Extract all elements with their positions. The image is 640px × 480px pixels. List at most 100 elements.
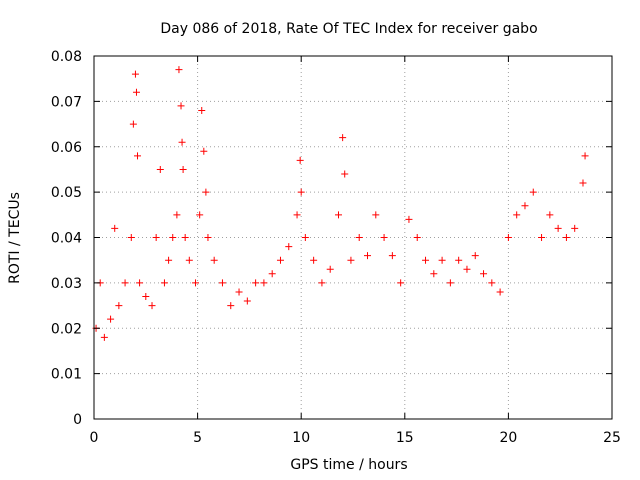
x-tick-label: 10 xyxy=(292,430,310,446)
data-point xyxy=(334,211,342,219)
data-point xyxy=(488,279,496,287)
data-point xyxy=(285,243,293,251)
data-point xyxy=(142,292,150,300)
data-point xyxy=(301,234,309,241)
y-tick-label: 0.03 xyxy=(51,276,82,292)
x-tick-label: 5 xyxy=(193,430,202,446)
data-point xyxy=(136,279,144,287)
data-point xyxy=(177,102,185,110)
data-point xyxy=(134,152,142,160)
y-tick-label: 0.08 xyxy=(51,49,82,65)
data-point xyxy=(218,279,226,287)
x-axis-label: GPS time / hours xyxy=(290,457,407,473)
data-point xyxy=(388,252,396,260)
data-point xyxy=(178,138,186,146)
data-point xyxy=(210,256,218,264)
y-tick-label: 0 xyxy=(73,412,82,428)
x-tick-label: 25 xyxy=(603,430,621,446)
data-point xyxy=(405,215,413,223)
data-point xyxy=(529,188,537,196)
data-point xyxy=(165,256,173,264)
chart-series-roti xyxy=(92,66,589,341)
data-point xyxy=(438,256,446,264)
y-tick-label: 0.04 xyxy=(51,231,82,247)
data-point xyxy=(107,315,115,323)
data-point xyxy=(198,106,206,114)
data-point xyxy=(169,234,177,241)
data-point xyxy=(546,211,554,219)
y-tick-label: 0.01 xyxy=(51,367,82,383)
chart-ticks: 0 5 10 15 20 25 0 0.01 0.02 0.03 0.04 0.05 0.06 0.07 0… xyxy=(51,49,621,446)
data-point xyxy=(148,302,156,310)
data-point xyxy=(372,211,380,219)
chart-grid xyxy=(94,56,612,419)
data-point xyxy=(504,234,512,241)
data-point xyxy=(380,234,388,241)
data-point xyxy=(463,265,471,273)
data-point xyxy=(562,234,570,241)
data-point xyxy=(446,279,454,287)
y-axis-label: ROTI / TECUs xyxy=(7,192,23,284)
data-point xyxy=(297,188,305,196)
x-tick-label: 20 xyxy=(499,430,517,446)
y-tick-label: 0.02 xyxy=(51,321,82,337)
data-point xyxy=(513,211,521,219)
data-point xyxy=(204,234,212,241)
data-point xyxy=(471,252,479,260)
data-point xyxy=(296,156,304,164)
data-point xyxy=(185,256,193,264)
data-point xyxy=(152,234,160,241)
data-point xyxy=(227,302,235,310)
data-point xyxy=(571,224,579,232)
data-point xyxy=(100,333,108,341)
data-point xyxy=(397,279,405,287)
data-point xyxy=(521,202,529,210)
data-point xyxy=(422,256,430,264)
data-point xyxy=(129,120,137,128)
x-tick-label: 0 xyxy=(90,430,99,446)
data-point xyxy=(175,66,183,74)
data-point xyxy=(192,279,200,287)
data-point xyxy=(554,224,562,232)
data-point xyxy=(364,252,372,260)
data-point xyxy=(160,279,168,287)
data-point xyxy=(243,297,251,305)
chart-title: Day 086 of 2018, Rate Of TEC Index for r… xyxy=(160,21,537,37)
data-point xyxy=(579,179,587,187)
data-point xyxy=(252,279,260,287)
data-point xyxy=(181,234,189,241)
data-point xyxy=(127,234,135,241)
data-point xyxy=(131,70,139,78)
data-point xyxy=(581,152,589,160)
data-point xyxy=(202,188,210,196)
data-point xyxy=(355,234,363,241)
data-point xyxy=(538,234,546,241)
data-point xyxy=(235,288,243,296)
data-point xyxy=(347,256,355,264)
data-point xyxy=(293,211,301,219)
data-point xyxy=(339,134,347,142)
y-tick-label: 0.05 xyxy=(51,185,82,201)
data-point xyxy=(430,270,438,278)
data-point xyxy=(268,270,276,278)
data-point xyxy=(196,211,204,219)
data-point xyxy=(480,270,488,278)
data-point xyxy=(260,279,268,287)
data-point xyxy=(115,302,123,310)
data-point xyxy=(111,224,119,232)
data-point xyxy=(326,265,334,273)
data-point xyxy=(156,165,164,173)
y-tick-label: 0.06 xyxy=(51,140,82,156)
data-point xyxy=(276,256,284,264)
data-point xyxy=(179,165,187,173)
x-tick-label: 15 xyxy=(396,430,414,446)
data-point xyxy=(496,288,504,296)
data-point xyxy=(132,88,140,96)
data-point xyxy=(318,279,326,287)
y-tick-label: 0.07 xyxy=(51,94,82,110)
data-point xyxy=(341,170,349,178)
data-point xyxy=(121,279,129,287)
data-point xyxy=(200,147,208,155)
data-point xyxy=(455,256,463,264)
